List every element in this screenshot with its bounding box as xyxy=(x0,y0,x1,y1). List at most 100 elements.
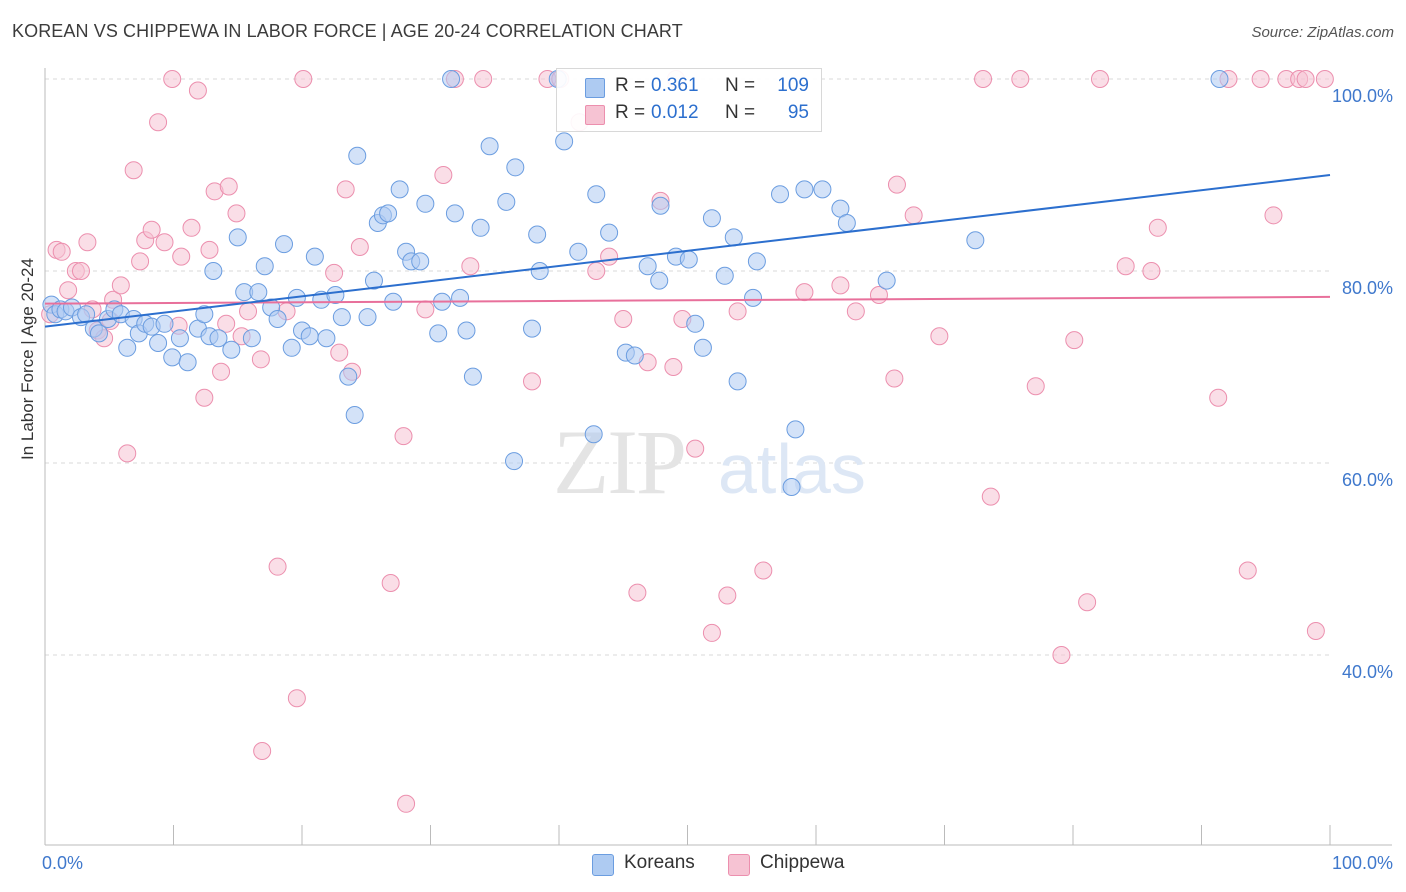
korean-point xyxy=(771,185,790,204)
chippewa-legend-swatch xyxy=(728,854,750,876)
chippewa-point xyxy=(253,742,272,760)
chippewa-point xyxy=(287,689,306,708)
chippewa-point xyxy=(182,218,201,237)
chippewa-point xyxy=(885,369,904,388)
korean-points xyxy=(42,70,1229,496)
y-tick-label: 60.0% xyxy=(1342,470,1393,490)
trend-lines xyxy=(44,174,1331,328)
x-tick-label: 0.0% xyxy=(42,853,83,873)
korean-point xyxy=(747,252,766,271)
korean-point xyxy=(275,235,294,254)
korean-point xyxy=(379,204,398,223)
legend-chippewa-label: Chippewa xyxy=(760,852,845,873)
chippewa-point xyxy=(239,302,258,321)
korean-point xyxy=(715,266,734,285)
korean-point xyxy=(693,338,712,357)
chippewa-point xyxy=(52,242,71,261)
korean-point xyxy=(178,353,197,372)
korean-point xyxy=(786,420,805,439)
korean-point xyxy=(268,310,287,328)
korean-point xyxy=(442,70,461,88)
korean-point xyxy=(445,204,464,223)
korean-point xyxy=(1210,70,1229,88)
y-tick-label: 40.0% xyxy=(1342,662,1393,682)
korean-point xyxy=(650,271,669,290)
chippewa-point xyxy=(394,427,413,446)
korean-point xyxy=(300,327,319,346)
korean-point xyxy=(228,228,247,247)
axes xyxy=(44,68,1392,846)
chippewa-point xyxy=(294,70,313,88)
chippewa-point xyxy=(217,314,236,333)
chippewa-point xyxy=(163,70,182,88)
legend-chippewa-r: 0.012 xyxy=(651,102,699,123)
watermark-zip: ZIP xyxy=(553,411,685,513)
korean-point xyxy=(569,242,588,261)
korean-point xyxy=(625,346,644,365)
chippewa-point xyxy=(686,439,705,458)
chippewa-point xyxy=(664,358,683,376)
korean-point xyxy=(457,321,476,340)
chippewa-point xyxy=(124,161,143,180)
chippewa-point xyxy=(1315,70,1334,88)
chippewa-point xyxy=(131,252,150,271)
korean-point xyxy=(326,286,345,304)
chart-title: KOREAN VS CHIPPEWA IN LABOR FORCE | AGE … xyxy=(12,21,683,41)
korean-trend-line xyxy=(44,174,1331,328)
chippewa-point xyxy=(142,220,161,239)
korean-point xyxy=(651,196,670,215)
chippewa-point xyxy=(930,327,949,346)
chippewa-point xyxy=(172,247,191,266)
korean-point xyxy=(364,271,383,290)
y-tick-label: 80.0% xyxy=(1342,278,1393,298)
chippewa-point xyxy=(974,70,993,88)
chippewa-point xyxy=(1148,218,1167,237)
tick-labels: 100.0% 80.0% 60.0% 40.0% 0.0% 100.0% xyxy=(42,86,1393,873)
chippewa-swatch xyxy=(585,105,605,125)
chippewa-point xyxy=(336,180,355,199)
chippewa-point xyxy=(212,362,231,381)
legend-n-label: N = xyxy=(725,102,756,123)
korean-point xyxy=(480,137,499,156)
korean-point xyxy=(528,225,547,244)
korean-point xyxy=(416,194,435,213)
chippewa-point xyxy=(330,343,349,362)
korean-point xyxy=(149,334,168,352)
chippewa-point xyxy=(1209,388,1228,407)
chippewa-point xyxy=(195,388,214,407)
korean-point xyxy=(523,319,542,338)
korean-point xyxy=(600,223,619,242)
chippewa-point xyxy=(251,350,270,369)
korean-point xyxy=(555,132,574,151)
chippewa-point xyxy=(1238,561,1257,580)
chippewa-point xyxy=(1026,377,1045,396)
korean-point xyxy=(348,146,367,165)
korean-point xyxy=(795,180,814,199)
chippewa-point xyxy=(325,263,344,282)
chippewa-point xyxy=(59,281,78,300)
korean-point xyxy=(813,180,832,199)
chippewa-point xyxy=(111,276,130,295)
korean-point xyxy=(305,247,324,266)
korean-point xyxy=(966,231,985,250)
korean-point xyxy=(506,158,525,177)
chippewa-point xyxy=(461,257,480,276)
chippewa-point xyxy=(523,372,542,391)
chippewa-point xyxy=(1078,593,1097,612)
korean-point xyxy=(242,329,261,348)
korean-point xyxy=(686,314,705,333)
korean-point xyxy=(837,214,856,232)
korean-point xyxy=(163,348,182,367)
chippewa-point xyxy=(846,302,865,321)
korean-point xyxy=(584,425,603,444)
korean-point xyxy=(587,185,606,204)
stats-legend: R = 0.361 N = 109 R = 0.012 N = 95 xyxy=(556,68,822,132)
korean-point xyxy=(332,308,351,327)
chippewa-point xyxy=(118,444,137,463)
chippewa-point xyxy=(1142,262,1161,280)
chippewa-point xyxy=(397,794,416,813)
korean-point xyxy=(679,250,698,269)
korean-point xyxy=(345,406,364,424)
korean-point xyxy=(728,372,747,391)
